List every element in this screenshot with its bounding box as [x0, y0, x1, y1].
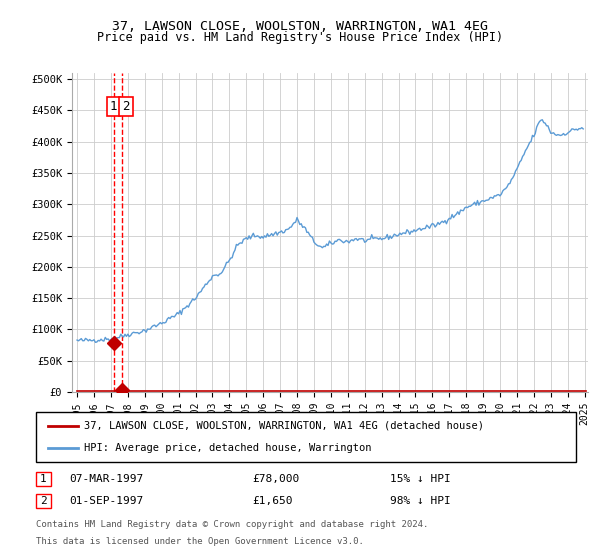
- Text: 1: 1: [40, 474, 47, 483]
- Text: 1: 1: [110, 100, 117, 113]
- Text: This data is licensed under the Open Government Licence v3.0.: This data is licensed under the Open Gov…: [36, 537, 364, 546]
- Text: 01-SEP-1997: 01-SEP-1997: [69, 496, 143, 506]
- Text: 07-MAR-1997: 07-MAR-1997: [69, 474, 143, 483]
- Text: 2: 2: [122, 100, 130, 113]
- Text: Price paid vs. HM Land Registry's House Price Index (HPI): Price paid vs. HM Land Registry's House …: [97, 31, 503, 44]
- Text: 37, LAWSON CLOSE, WOOLSTON, WARRINGTON, WA1 4EG: 37, LAWSON CLOSE, WOOLSTON, WARRINGTON, …: [112, 20, 488, 32]
- Text: £1,650: £1,650: [252, 496, 293, 506]
- Text: 15% ↓ HPI: 15% ↓ HPI: [390, 474, 451, 483]
- Text: Contains HM Land Registry data © Crown copyright and database right 2024.: Contains HM Land Registry data © Crown c…: [36, 520, 428, 529]
- Text: 98% ↓ HPI: 98% ↓ HPI: [390, 496, 451, 506]
- Text: 37, LAWSON CLOSE, WOOLSTON, WARRINGTON, WA1 4EG (detached house): 37, LAWSON CLOSE, WOOLSTON, WARRINGTON, …: [84, 421, 484, 431]
- Text: HPI: Average price, detached house, Warrington: HPI: Average price, detached house, Warr…: [84, 443, 371, 453]
- Text: 2: 2: [40, 496, 47, 506]
- Text: £78,000: £78,000: [252, 474, 299, 483]
